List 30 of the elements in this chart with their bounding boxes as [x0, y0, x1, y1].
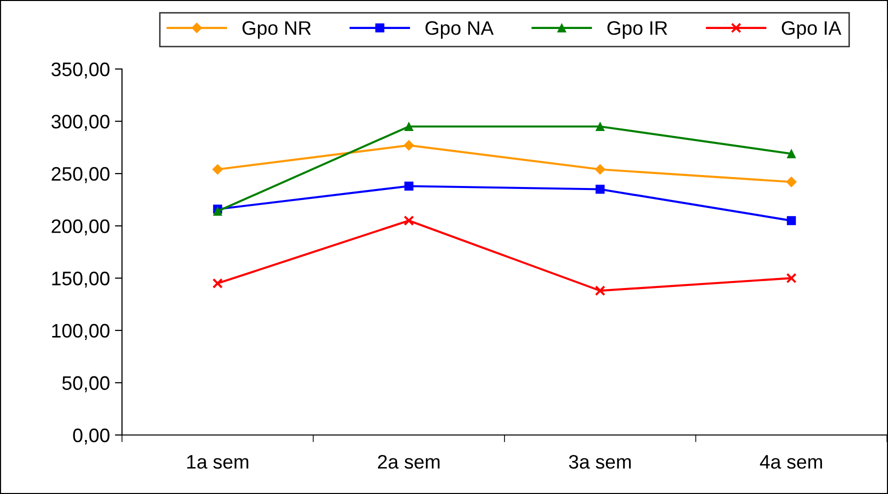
point — [786, 272, 797, 284]
y-tick-label: 50,00 — [62, 376, 110, 392]
y-tick-label: 350,00 — [51, 62, 110, 79]
point — [594, 164, 606, 175]
x-tick-label: 1a sem — [187, 455, 248, 469]
legend-label: Gpo NR — [242, 21, 311, 39]
point — [404, 122, 414, 132]
y-tick-label: 150,00 — [52, 272, 110, 288]
y-tick-label: 100,00 — [52, 324, 110, 340]
point — [596, 184, 605, 194]
x-tick-label: 2a sem — [378, 454, 440, 469]
point — [212, 164, 223, 175]
point — [786, 176, 797, 188]
x-tick-label: 4a sem — [760, 455, 822, 469]
y-tick-label: 300,00 — [51, 114, 110, 131]
legend-label: Gpo IA — [782, 21, 842, 39]
y-tick-label: 200,00 — [52, 219, 110, 236]
x-tick-label: 3a sem — [568, 454, 631, 469]
point — [596, 122, 605, 132]
point — [786, 216, 796, 226]
y-tick-label: 250,00 — [52, 167, 110, 184]
point — [404, 215, 414, 226]
point — [594, 285, 606, 296]
y-tick-label: 0,00 — [73, 428, 110, 445]
point — [212, 278, 223, 289]
legend-label: Gpo IR — [607, 21, 668, 39]
legend-label: Gpo NA — [426, 21, 494, 39]
point — [404, 140, 414, 151]
point — [786, 149, 796, 158]
point — [404, 182, 414, 191]
